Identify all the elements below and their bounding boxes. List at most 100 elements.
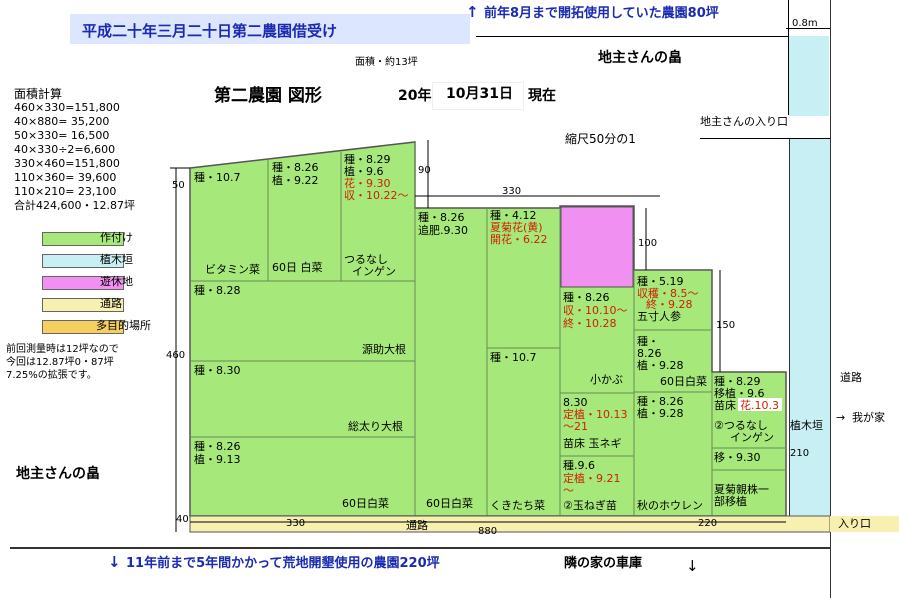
width-08-line bbox=[786, 28, 830, 29]
plot-p15-name: 60日白菜 bbox=[660, 375, 707, 388]
dim-210: 210 bbox=[790, 448, 810, 459]
plot-p17-flower: 花.10.3 bbox=[740, 399, 779, 412]
plot-p6-name: 総太り大根 bbox=[348, 420, 403, 433]
plot-p6-sow: 種・8.30 bbox=[194, 364, 241, 377]
hedge-right-label: 植木垣 bbox=[790, 419, 823, 432]
legend-swatch-multi bbox=[42, 320, 124, 334]
plot-p7-plant: 植・9.13 bbox=[194, 453, 241, 466]
plot-p17-name1: ②つるなし bbox=[714, 419, 768, 432]
note-top: 前年8月まで開拓使用していた農園80坪 bbox=[484, 6, 719, 21]
right-arrow-icon: → bbox=[836, 411, 846, 424]
area-calc-block bbox=[12, 88, 168, 220]
plot-p18-move: 移・9.30 bbox=[714, 451, 761, 464]
plot-p12-name: 苗床 玉ネギ bbox=[563, 437, 622, 450]
plot-p8-sow: 種・8.26 bbox=[418, 211, 465, 224]
plot-p5-name: 源助大根 bbox=[362, 343, 406, 356]
plot-p2-sow: 種・8.26 bbox=[272, 161, 319, 174]
entrance-line bbox=[700, 138, 830, 139]
plot-p15-date: 8.26 bbox=[637, 347, 662, 360]
plot-p15-sow: 種・ bbox=[637, 335, 659, 348]
plot-p12-transplant: 定植・10.13 bbox=[563, 408, 628, 421]
year-label: 20年 bbox=[398, 88, 432, 104]
plot-p9-sow: 種・4.12 bbox=[490, 209, 537, 222]
area-approx: 面積・約13坪 bbox=[355, 57, 418, 68]
survey-note-line: 前回測量時は12坪なので bbox=[6, 344, 119, 355]
plot-p12-sow: 8.30 bbox=[563, 396, 588, 409]
dim-90: 90 bbox=[418, 165, 431, 176]
legend-label: 作付け bbox=[100, 231, 133, 244]
plot-p2-name: 60日 白菜 bbox=[272, 261, 323, 274]
plot-p3-plant: 植・9.6 bbox=[344, 165, 384, 178]
plot-p14-harvest: 収穫・8.5～ bbox=[637, 287, 699, 300]
date-box bbox=[432, 82, 524, 110]
plot-p3-sow: 種・8.29 bbox=[344, 153, 391, 166]
plot-p1-name: ビタミン菜 bbox=[205, 263, 260, 276]
plot-p13-transplant: 定植・9.21 bbox=[563, 472, 621, 485]
legend-swatch-idle bbox=[42, 276, 124, 290]
survey-note-line: 7.25%の拡張です。 bbox=[6, 370, 97, 381]
dim-150: 150 bbox=[716, 320, 736, 331]
landowner-field-top: 地主さんの畠 bbox=[598, 50, 682, 66]
plot-p1-sow: 種・10.7 bbox=[194, 171, 241, 184]
landowner-entrance: 地主さんの入り口 bbox=[700, 115, 788, 128]
plot-p3-name1: つるなし bbox=[344, 253, 388, 266]
up-arrow-icon: ↑ bbox=[466, 3, 479, 21]
area-calc-line: 40×330÷2=6,600 bbox=[14, 143, 116, 156]
hedge-top bbox=[789, 36, 829, 116]
title-banner bbox=[70, 14, 470, 44]
plot-p16-sow: 種・8.26 bbox=[637, 395, 684, 408]
entrance-label: 入り口 bbox=[838, 517, 871, 530]
area-calc-line: 330×460=151,800 bbox=[14, 157, 120, 170]
plot-p12-range: ～21 bbox=[563, 420, 588, 433]
legend-label: 多目的場所 bbox=[96, 319, 151, 332]
plot-p10-name: くきたち菜 bbox=[490, 499, 545, 512]
plot-p10-sow: 種・10.7 bbox=[490, 351, 537, 364]
legend-swatch-hedge bbox=[42, 254, 124, 268]
plot-p3-harvest: 収・10.22～ bbox=[344, 189, 409, 202]
area-calc-heading: 面積計算 bbox=[14, 87, 63, 101]
plot-p9-flower: 夏菊花(黄) bbox=[490, 221, 543, 234]
road-edge-right bbox=[830, 0, 831, 598]
area-calc-line: 50×330= 16,500 bbox=[14, 129, 110, 142]
entrance-strip bbox=[830, 516, 899, 532]
survey-note-block bbox=[4, 340, 164, 438]
plot-p3-flower: 花・9.30 bbox=[344, 177, 391, 190]
plot-p16-plant: 植・9.28 bbox=[637, 407, 684, 420]
plot-p19-name1: 夏菊親株一 bbox=[714, 483, 769, 496]
plot-p17-name2: インゲン bbox=[730, 431, 774, 444]
dim-330-bottom: 330 bbox=[286, 518, 306, 529]
legend-label: 植木垣 bbox=[100, 253, 133, 266]
plot-p15-plant: 植・9.28 bbox=[637, 359, 684, 372]
title-banner-text: 平成二十年三月二十日第二農園借受け bbox=[82, 22, 338, 40]
survey-note-line: 今回は12.87坪0・87坪 bbox=[6, 357, 114, 368]
plot-p13-range: ～ bbox=[563, 484, 574, 497]
down-arrow-garage-icon: ↓ bbox=[686, 557, 699, 575]
plot-p14-name: 五寸人参 bbox=[637, 310, 681, 323]
plot-p9-bloom: 開花・6.22 bbox=[490, 233, 548, 246]
plot-p16-name: 秋のホウレン bbox=[637, 499, 703, 512]
legend-label: 遊休地 bbox=[100, 275, 133, 288]
border-line-top bbox=[788, 0, 789, 115]
down-arrow-icon: ↓ bbox=[108, 553, 121, 571]
plot-p13-name: ②玉ねぎ苗 bbox=[563, 499, 617, 512]
plot-p11-end: 終・10.28 bbox=[563, 317, 617, 330]
plot-p17-bed: 苗床 bbox=[714, 399, 736, 412]
area-calc-line: 110×360= 39,600 bbox=[14, 171, 117, 184]
dim-40: 40 bbox=[176, 514, 189, 525]
dim-50: 50 bbox=[172, 180, 185, 191]
dim-460: 460 bbox=[166, 350, 186, 361]
current-label: 現在 bbox=[528, 88, 556, 104]
dim-100: 100 bbox=[638, 238, 658, 249]
plot-p11-name: 小かぶ bbox=[590, 373, 623, 386]
legend-swatch-path bbox=[42, 298, 124, 312]
area-calc-line: 110×210= 23,100 bbox=[14, 185, 117, 198]
dim-330-top: 330 bbox=[502, 186, 522, 197]
plot-p8-fert: 追肥.9.30 bbox=[418, 224, 468, 237]
plot-p17-flower-box bbox=[738, 398, 782, 411]
main-title: 第二農園 図形 bbox=[214, 86, 322, 106]
plot-p8-name: 60日白菜 bbox=[426, 497, 473, 510]
plot-p14-sow: 種・5.19 bbox=[637, 275, 684, 288]
legend-label: 通路 bbox=[100, 297, 122, 310]
plot-p11-sow: 種・8.26 bbox=[563, 291, 610, 304]
